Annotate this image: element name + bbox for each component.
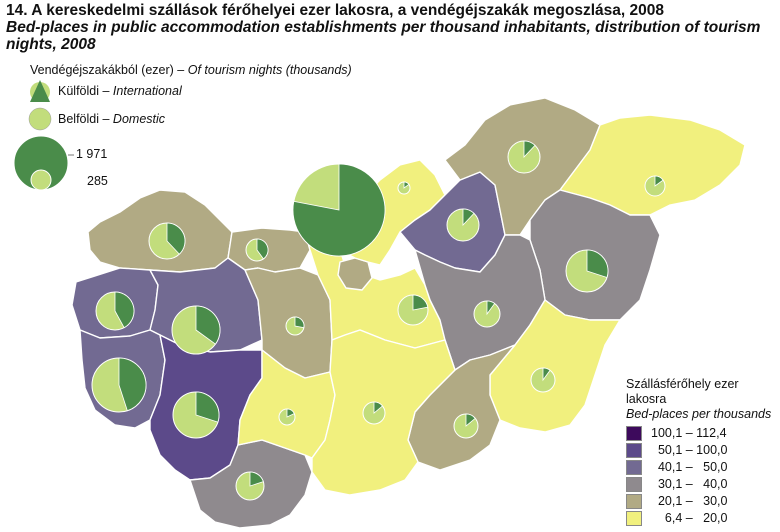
pie-fej-r[interactable] bbox=[285, 316, 305, 336]
legend-international-hu: Külföldi – bbox=[58, 84, 110, 98]
title-hungarian: 14. A kereskedelmi szállások férőhelyei … bbox=[6, 2, 664, 19]
pie-international-slice bbox=[542, 367, 551, 382]
pie-legend-title: Vendégéjszakákból (ezer) – Of tourism ni… bbox=[30, 63, 352, 77]
pie-international-slice bbox=[292, 163, 386, 257]
legend-size-min: 285 bbox=[87, 174, 108, 188]
pie-legend-title-hu: Vendégéjszakákból (ezer) – bbox=[30, 63, 185, 77]
choropleth-legend-title-en: Bed-places per thousands bbox=[626, 407, 772, 421]
map-title: 14. A kereskedelmi szállások férőhelyei … bbox=[6, 2, 776, 53]
pie-international-slice bbox=[256, 238, 269, 260]
pie-international-slice bbox=[586, 249, 609, 278]
pie-international-slice bbox=[195, 305, 221, 345]
legend-domestic-en: Domestic bbox=[112, 112, 166, 126]
choropleth-legend: Szállásférőhely ezer lakosra Bed-places … bbox=[626, 377, 776, 422]
pie-legend-title-en: Of tourism nights (thousands) bbox=[187, 63, 352, 77]
pie-n-gr-d[interactable] bbox=[397, 181, 411, 195]
pie-veszpr-m[interactable] bbox=[171, 305, 221, 355]
legend-symbols bbox=[13, 80, 74, 191]
county-komarom-esztergom[interactable] bbox=[227, 227, 311, 273]
pie-kom-rom-esztergom[interactable] bbox=[245, 238, 269, 262]
legend-class-label: 100,1 – 112,4 bbox=[651, 426, 727, 440]
pie-international-slice bbox=[462, 208, 475, 227]
pie-international-slice bbox=[412, 294, 429, 311]
pie-heves[interactable] bbox=[446, 208, 480, 242]
pie-budapest[interactable] bbox=[292, 163, 386, 257]
legend-class-label: 30,1 – 40,0 bbox=[651, 477, 728, 491]
legend-international-icon bbox=[30, 80, 50, 102]
pie-csongr-d[interactable] bbox=[453, 413, 479, 439]
legend-class-swatch bbox=[626, 443, 642, 458]
pie-szabolcs-szatm-r-bereg[interactable] bbox=[644, 175, 666, 197]
pie-zala[interactable] bbox=[91, 357, 147, 413]
pie-vas[interactable] bbox=[95, 291, 135, 331]
pie-international-slice bbox=[403, 181, 410, 189]
pie-layer bbox=[91, 140, 666, 501]
pie-baranya[interactable] bbox=[235, 471, 265, 501]
legend-class-label: 50,1 – 100,0 bbox=[651, 443, 728, 457]
pie-international-slice bbox=[654, 175, 664, 187]
choropleth-legend-title-hu: Szállásférőhely ezer lakosra bbox=[626, 377, 739, 406]
pie-international-slice bbox=[114, 291, 135, 329]
pie-international-slice bbox=[195, 391, 220, 423]
legend-class-label: 6,4 – 20,0 bbox=[651, 511, 728, 525]
pie-international-slice bbox=[373, 401, 384, 414]
pie-international-slice bbox=[523, 140, 536, 159]
legend-domestic-label: Belföldi – Domestic bbox=[58, 112, 165, 126]
pie-international-slice bbox=[166, 222, 186, 255]
legend-class-label: 40,1 – 50,0 bbox=[651, 460, 728, 474]
pie-gy-r-moson-sopron[interactable] bbox=[148, 222, 186, 260]
pie-tolna[interactable] bbox=[278, 408, 296, 426]
pie-j-sz-nagykun-szolnok[interactable] bbox=[473, 300, 501, 328]
legend-class-swatch bbox=[626, 511, 642, 526]
pie-hajd-bihar[interactable] bbox=[565, 249, 609, 293]
legend-size-max: 1 971 bbox=[76, 147, 108, 161]
pie-international-slice bbox=[294, 316, 305, 329]
pie-international-slice bbox=[486, 300, 496, 316]
legend-class-swatch bbox=[626, 477, 642, 492]
legend-size-small-circle bbox=[30, 169, 52, 191]
legend-class-swatch bbox=[626, 494, 642, 509]
pie-somogy[interactable] bbox=[172, 391, 220, 439]
pie-b-k-s[interactable] bbox=[530, 367, 556, 393]
legend-domestic-hu: Belföldi – bbox=[58, 112, 110, 126]
legend-class-swatch bbox=[626, 460, 642, 475]
pie-pest[interactable] bbox=[397, 294, 429, 326]
pie-borsod-aba-j-zempl-n[interactable] bbox=[507, 140, 541, 174]
legend-international-en: International bbox=[112, 84, 182, 98]
legend-international-label: Külföldi – International bbox=[58, 84, 182, 98]
pie-international-slice bbox=[249, 471, 264, 487]
title-english: Bed-places in public accommodation estab… bbox=[6, 19, 761, 53]
pie-b-cs-kiskun[interactable] bbox=[362, 401, 386, 425]
legend-class-label: 20,1 – 30,0 bbox=[651, 494, 728, 508]
county-tolna[interactable] bbox=[237, 349, 336, 459]
pie-international-slice bbox=[286, 408, 295, 418]
legend-domestic-icon bbox=[28, 107, 52, 131]
legend-class-swatch bbox=[626, 426, 642, 441]
pie-international-slice bbox=[465, 413, 476, 427]
pie-international-slice bbox=[118, 357, 147, 412]
